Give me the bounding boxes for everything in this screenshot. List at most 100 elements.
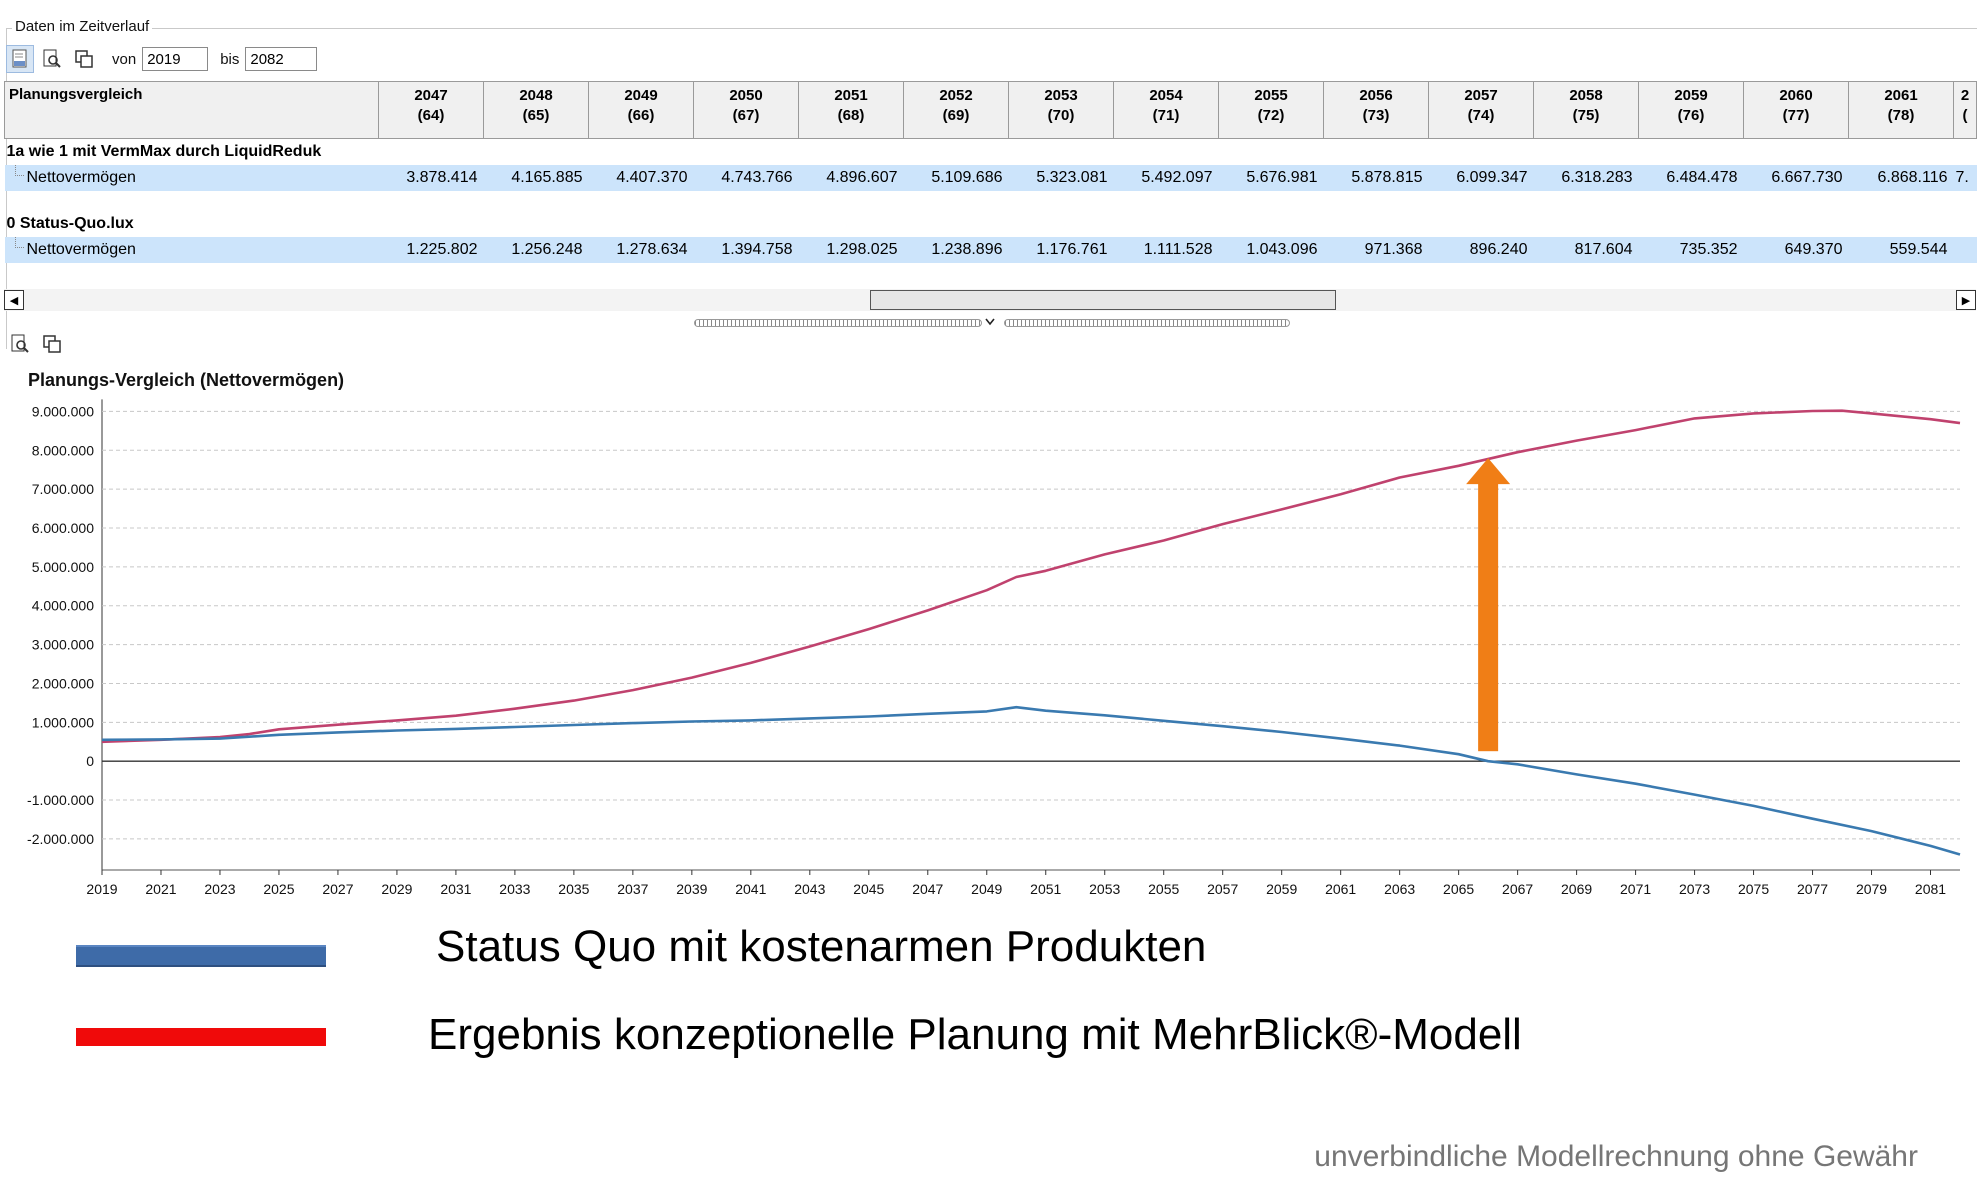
column-age: (66) [627,107,655,124]
column-header[interactable]: 2060 (77) [1743,81,1849,139]
table-cell: 5.323.081 [1008,165,1114,191]
panel-splitter[interactable] [694,317,1290,327]
table-cell: 5.492.097 [1113,165,1219,191]
row-label: Nettovermögen [4,237,379,263]
copy-icon [43,335,61,353]
x-tick-label: 2027 [322,881,353,897]
group-title: Daten im Zeitverlauf [12,18,153,35]
y-tick-label: 9.000.000 [32,403,94,419]
column-header[interactable]: 2052 (69) [903,81,1009,139]
column-header[interactable]: 2050 (67) [693,81,799,139]
table-cell: 896.240 [1428,237,1534,263]
from-year-input[interactable] [142,47,209,71]
x-tick-label: 2045 [853,881,884,897]
splitter-grip-left [694,319,982,327]
column-header[interactable]: 2054 (71) [1113,81,1219,139]
table-cell: 6.318.283 [1533,165,1639,191]
column-header[interactable]: 2059 (76) [1638,81,1744,139]
y-tick-label: 2.000.000 [32,675,94,691]
table-cell: 559.544 [1848,237,1954,263]
y-tick-label: 7.000.000 [32,481,94,497]
column-header[interactable]: 2049 (66) [588,81,694,139]
pdf-icon [12,49,27,68]
x-tick-label: 2057 [1207,881,1238,897]
column-header[interactable]: 2( [1953,81,1977,139]
scroll-right-button[interactable]: ▶ [1956,290,1976,310]
column-age: (67) [732,107,760,124]
status-quo-series-line [101,705,1961,856]
copy-icon [75,50,93,68]
print-preview-button[interactable] [38,45,66,73]
table-cell: 1.238.896 [903,237,1009,263]
column-header[interactable]: 2056 (73) [1323,81,1429,139]
x-tick-label: 2033 [499,881,530,897]
group-row[interactable]: 0 Status-Quo.lux [5,211,1977,237]
table-cell: 6.099.347 [1428,165,1534,191]
column-header[interactable]: 2047 (64) [378,81,484,139]
horizontal-scrollbar[interactable]: ◀ ▶ [4,289,1976,311]
x-tick-label: 2073 [1679,881,1710,897]
x-tick-label: 2029 [381,881,412,897]
column-age: (68) [837,107,865,124]
table-cell: 6.667.730 [1743,165,1849,191]
column-header[interactable]: 2051 (68) [798,81,904,139]
scrollbar-thumb[interactable] [870,290,1336,310]
table-cell: 4.165.885 [483,165,589,191]
column-header[interactable]: 2053 (70) [1008,81,1114,139]
table-cell: 649.370 [1743,237,1849,263]
export-pdf-button[interactable] [6,45,34,73]
table-header-label[interactable]: Planungsvergleich [4,81,379,139]
x-tick-label: 2065 [1443,881,1474,897]
column-year: 2051 [834,87,868,104]
column-year: 2056 [1359,87,1393,104]
table-header-row: Planungsvergleich 2047 (64) 2048 (65) 2049… [4,81,1977,139]
table-row[interactable]: Nettovermögen 1.225.802 1.256.248 1.278.… [4,237,1977,263]
chart-print-preview-button[interactable] [10,334,30,359]
column-year: 2052 [939,87,973,104]
x-tick-label: 2049 [971,881,1002,897]
row-label-text: Nettovermögen [26,241,136,258]
x-tick-label: 2051 [1030,881,1061,897]
table-cell: 1.256.248 [483,237,589,263]
column-header[interactable]: 2055 (72) [1218,81,1324,139]
column-age: (65) [522,107,550,124]
column-year: 2060 [1779,87,1813,104]
y-tick-label: -2.000.000 [27,831,94,847]
column-year: 2 [1960,87,1970,104]
legend-label-status-quo: Status Quo mit kostenarmen Produkten [436,922,1207,971]
copy-button[interactable] [70,45,98,73]
column-header[interactable]: 2061 (78) [1848,81,1954,139]
chart-copy-button[interactable] [42,334,62,359]
column-age: (74) [1467,107,1495,124]
row-label: Nettovermögen [4,165,379,191]
chart-title: Planungs-Vergleich (Nettovermögen) [28,370,345,390]
column-age: (72) [1257,107,1285,124]
x-tick-label: 2021 [145,881,176,897]
table-row[interactable]: Nettovermögen 3.878.414 4.165.885 4.407.… [4,165,1977,191]
x-tick-label: 2055 [1148,881,1179,897]
scroll-left-button[interactable]: ◀ [4,290,24,310]
column-header[interactable]: 2048 (65) [483,81,589,139]
x-tick-label: 2053 [1089,881,1120,897]
table-cell: 817.604 [1533,237,1639,263]
to-year-input[interactable] [245,47,318,71]
x-tick-label: 2067 [1502,881,1533,897]
table-cell: 735.352 [1638,237,1744,263]
table-cell: 1.278.634 [588,237,694,263]
column-year: 2054 [1149,87,1183,104]
column-header[interactable]: 2057 (74) [1428,81,1534,139]
x-tick-label: 2037 [617,881,648,897]
to-label: bis [220,50,240,68]
table-cell: 5.676.981 [1218,165,1324,191]
table-cell [1953,237,1977,263]
x-tick-label: 2059 [1266,881,1297,897]
column-year: 2050 [729,87,763,104]
annotation-arrow-head [1466,458,1511,485]
x-tick-label: 2041 [735,881,766,897]
column-year: 2057 [1464,87,1498,104]
column-year: 2053 [1044,87,1078,104]
row-label-text: Nettovermögen [26,169,136,186]
column-header[interactable]: 2058 (75) [1533,81,1639,139]
x-tick-label: 2025 [263,881,294,897]
group-row[interactable]: 1a wie 1 mit VermMax durch LiquidReduk [5,139,1977,166]
